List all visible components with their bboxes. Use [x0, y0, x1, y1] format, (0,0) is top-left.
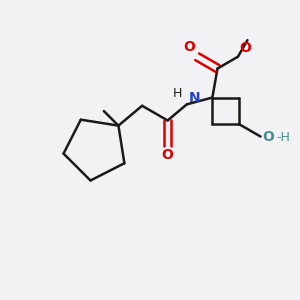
Text: O: O	[184, 40, 196, 54]
Text: H: H	[173, 87, 182, 100]
Text: O: O	[162, 148, 174, 162]
Text: O: O	[262, 130, 274, 143]
Text: O: O	[239, 41, 251, 55]
Text: -H: -H	[277, 130, 291, 144]
Text: N: N	[188, 91, 200, 105]
